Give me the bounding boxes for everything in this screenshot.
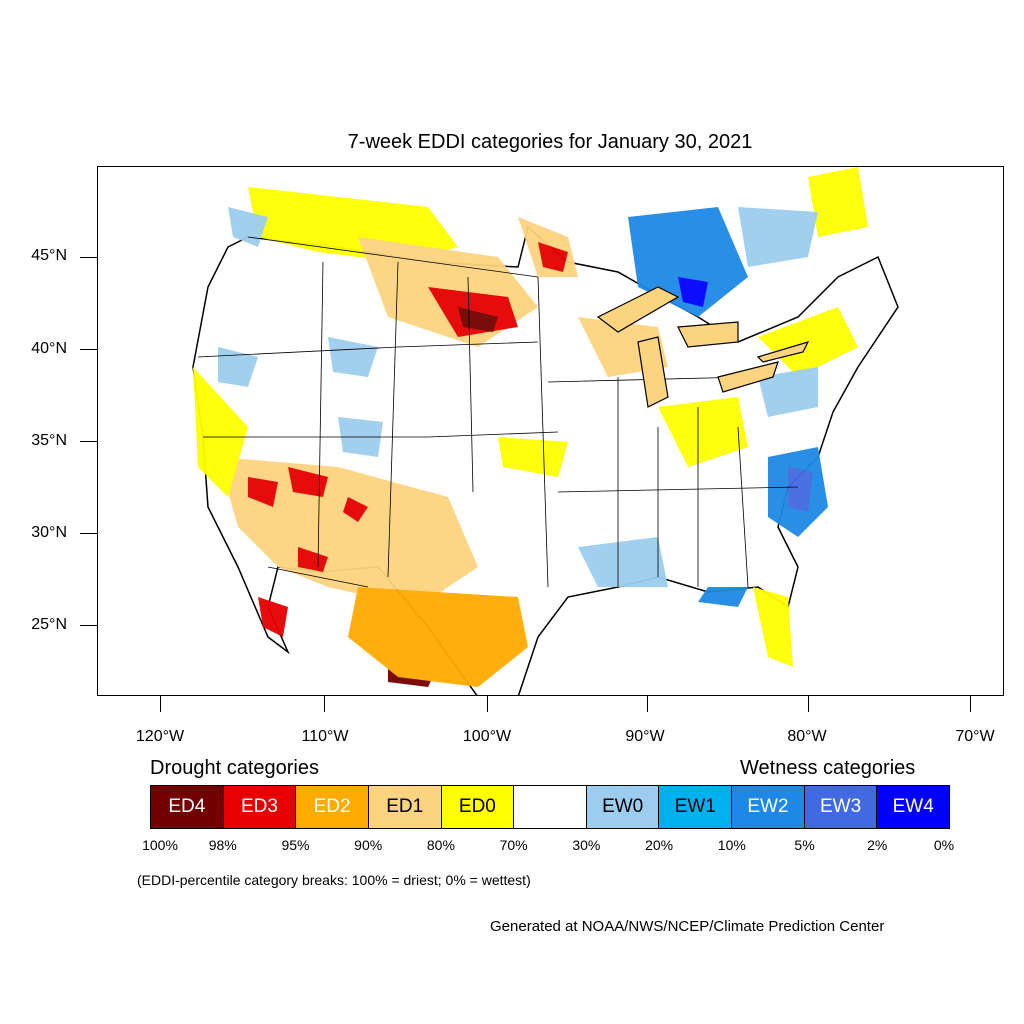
- lat-tick: [80, 441, 97, 442]
- legend-swatch-neutral: [514, 786, 587, 828]
- legend-note: (EDDI-percentile category breaks: 100% =…: [137, 872, 531, 888]
- lat-label-45: 45°N: [31, 247, 67, 264]
- legend-swatch-ew4: EW4: [877, 786, 950, 828]
- map-panel: [97, 166, 1004, 696]
- lon-tick: [808, 696, 809, 712]
- lat-tick: [80, 257, 97, 258]
- percentile-label: 2%: [867, 837, 888, 853]
- map-title: 7-week EDDI categories for January 30, 2…: [347, 131, 753, 153]
- lon-tick: [487, 696, 488, 712]
- lat-label-35: 35°N: [31, 432, 67, 449]
- lat-label-40: 40°N: [31, 340, 67, 357]
- percentile-label: 0%: [933, 837, 955, 853]
- lat-tick: [80, 349, 97, 350]
- percentile-label: 98%: [208, 837, 237, 853]
- legend-swatch-ew2: EW2: [732, 786, 805, 828]
- percentile-label: 90%: [354, 837, 383, 853]
- credit-text: Generated at NOAA/NWS/NCEP/Climate Predi…: [490, 918, 885, 935]
- lat-tick: [80, 625, 97, 626]
- lon-tick: [160, 696, 161, 712]
- wetness-areas: [218, 207, 828, 607]
- lon-label-90: 90°W: [625, 728, 665, 745]
- legend-swatch-ew1: EW1: [659, 786, 733, 828]
- eddi-map: [192, 167, 899, 695]
- lon-label-80: 80°W: [787, 728, 827, 745]
- percentile-label: 30%: [572, 837, 601, 853]
- lon-label-100: 100°W: [462, 728, 512, 745]
- legend-swatch-ed3: ED3: [223, 786, 297, 828]
- legend-swatch-ew0: EW0: [586, 786, 660, 828]
- lon-label-70: 70°W: [955, 728, 995, 745]
- drought-legend-title: Drought categories: [150, 757, 319, 779]
- lon-tick: [647, 696, 648, 712]
- percentile-label: 20%: [645, 837, 674, 853]
- legend-swatch-ed0: ED0: [441, 786, 515, 828]
- lon-tick: [324, 696, 325, 712]
- category-legend-bar: ED4 ED3 ED2 ED1 ED0 EW0 EW1 EW2 EW3 EW4: [150, 785, 950, 829]
- percentile-label: 100%: [142, 837, 178, 853]
- percentile-label: 80%: [426, 837, 455, 853]
- wetness-legend-title: Wetness categories: [740, 757, 916, 779]
- legend-swatch-ew3: EW3: [804, 786, 878, 828]
- legend-swatch-ed2: ED2: [296, 786, 369, 828]
- lon-label-110: 110°W: [301, 728, 349, 745]
- legend-swatch-ed4: ED4: [151, 786, 224, 828]
- percentile-label: 10%: [717, 837, 746, 853]
- lat-label-25: 25°N: [31, 616, 67, 633]
- lat-label-30: 30°N: [31, 524, 67, 541]
- lon-label-120: 120°W: [135, 728, 185, 745]
- lat-tick: [80, 533, 97, 534]
- percentile-label: 95%: [281, 837, 310, 853]
- lon-tick: [970, 696, 971, 712]
- great-lakes: [596, 286, 810, 408]
- percentile-label: 70%: [499, 837, 528, 853]
- state-boundaries: [197, 236, 799, 588]
- legend-swatch-ed1: ED1: [368, 786, 442, 828]
- percentile-label: 5%: [794, 837, 815, 853]
